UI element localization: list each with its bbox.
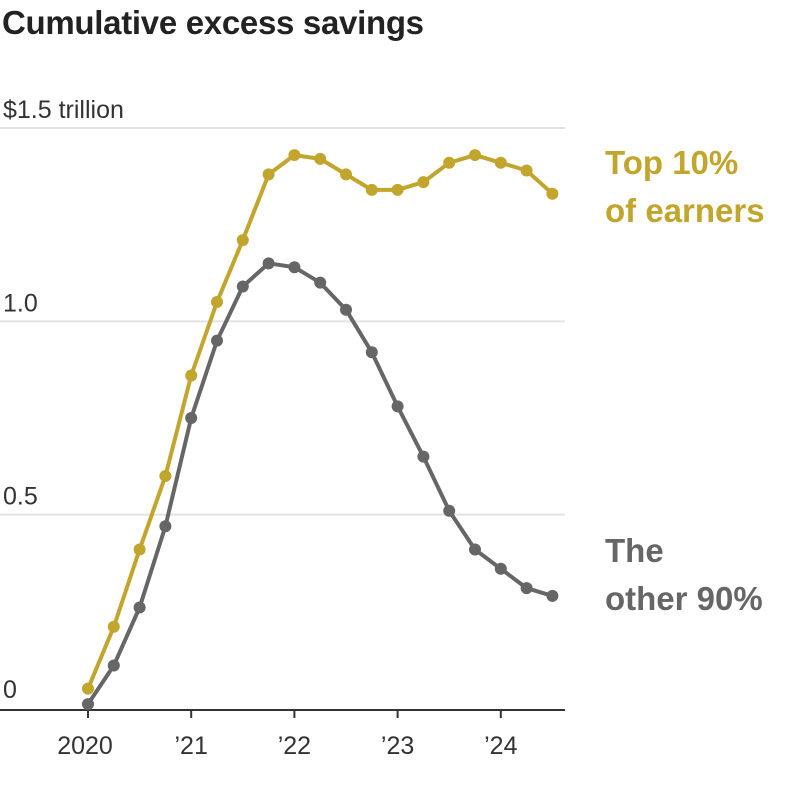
x-tick-label-1: ’21 bbox=[175, 732, 208, 760]
series-1-point-12 bbox=[391, 400, 404, 413]
x-tick-label-4: ’24 bbox=[484, 732, 517, 760]
series-1-point-4 bbox=[185, 412, 198, 424]
series-label-1-line-0: The bbox=[605, 532, 664, 569]
series-0-point-15 bbox=[469, 149, 481, 162]
series-0-point-16 bbox=[494, 156, 507, 169]
series-0-point-14 bbox=[443, 156, 456, 169]
x-tick-label-0: 2020 bbox=[57, 732, 113, 760]
series-0-point-9 bbox=[314, 152, 327, 165]
y-tick-label-3: $1.5 trillion bbox=[3, 96, 124, 124]
series-1-point-9 bbox=[314, 276, 327, 289]
series-0-point-18 bbox=[546, 187, 559, 200]
series-1-point-15 bbox=[469, 543, 481, 556]
grid-layer bbox=[0, 127, 565, 516]
series-1-point-10 bbox=[340, 303, 352, 316]
y-tick-label-1: 0.5 bbox=[3, 483, 38, 511]
series-line-0 bbox=[86, 153, 554, 690]
series-0-point-5 bbox=[211, 296, 223, 308]
series-1-point-14 bbox=[443, 504, 456, 517]
y-tick-label-2: 1.0 bbox=[3, 289, 38, 317]
series-0-point-10 bbox=[340, 168, 352, 181]
series-layer bbox=[82, 149, 559, 711]
series-0-point-0 bbox=[82, 682, 94, 695]
series-label-0-line-0: Top 10% bbox=[605, 144, 738, 181]
series-0-point-13 bbox=[417, 176, 430, 189]
series-1-point-18 bbox=[546, 589, 559, 602]
series-1-point-2 bbox=[133, 601, 146, 614]
series-1-point-16 bbox=[494, 562, 507, 575]
series-1-point-17 bbox=[520, 582, 533, 595]
series-0-point-7 bbox=[262, 168, 275, 181]
series-0-point-3 bbox=[159, 470, 172, 482]
series-0-point-4 bbox=[185, 369, 198, 382]
series-0-point-12 bbox=[391, 183, 404, 196]
y-tick-label-0: 0 bbox=[3, 676, 17, 704]
series-label-1-line-1: other 90% bbox=[605, 580, 763, 617]
series-1-point-6 bbox=[236, 280, 249, 293]
series-0-point-17 bbox=[520, 164, 533, 177]
series-label-0-line-1: of earners bbox=[605, 192, 765, 229]
label-layer: 0 0.5 1.0 $1.5 trillion 2020 ’21 ’22 ’23 ’24 Top … bbox=[3, 96, 765, 760]
series-0-point-6 bbox=[236, 234, 249, 247]
series-1-point-7 bbox=[262, 257, 275, 270]
series-1-point-13 bbox=[417, 450, 430, 463]
x-tick-label-3: ’23 bbox=[381, 732, 414, 760]
series-0-point-11 bbox=[365, 183, 378, 196]
axis-layer bbox=[0, 709, 565, 718]
series-line-1 bbox=[86, 261, 553, 706]
series-1-point-0 bbox=[82, 698, 94, 711]
series-1-point-11 bbox=[365, 346, 378, 359]
series-1-point-8 bbox=[288, 261, 301, 274]
series-1-point-5 bbox=[211, 334, 223, 347]
series-1-point-1 bbox=[107, 659, 120, 672]
series-1-point-3 bbox=[159, 520, 172, 533]
x-tick-label-2: ’22 bbox=[278, 732, 311, 760]
series-0-point-2 bbox=[133, 543, 146, 556]
chart-title: Cumulative excess savings bbox=[2, 4, 424, 41]
series-0-point-8 bbox=[288, 149, 301, 162]
series-0-point-1 bbox=[107, 620, 120, 633]
